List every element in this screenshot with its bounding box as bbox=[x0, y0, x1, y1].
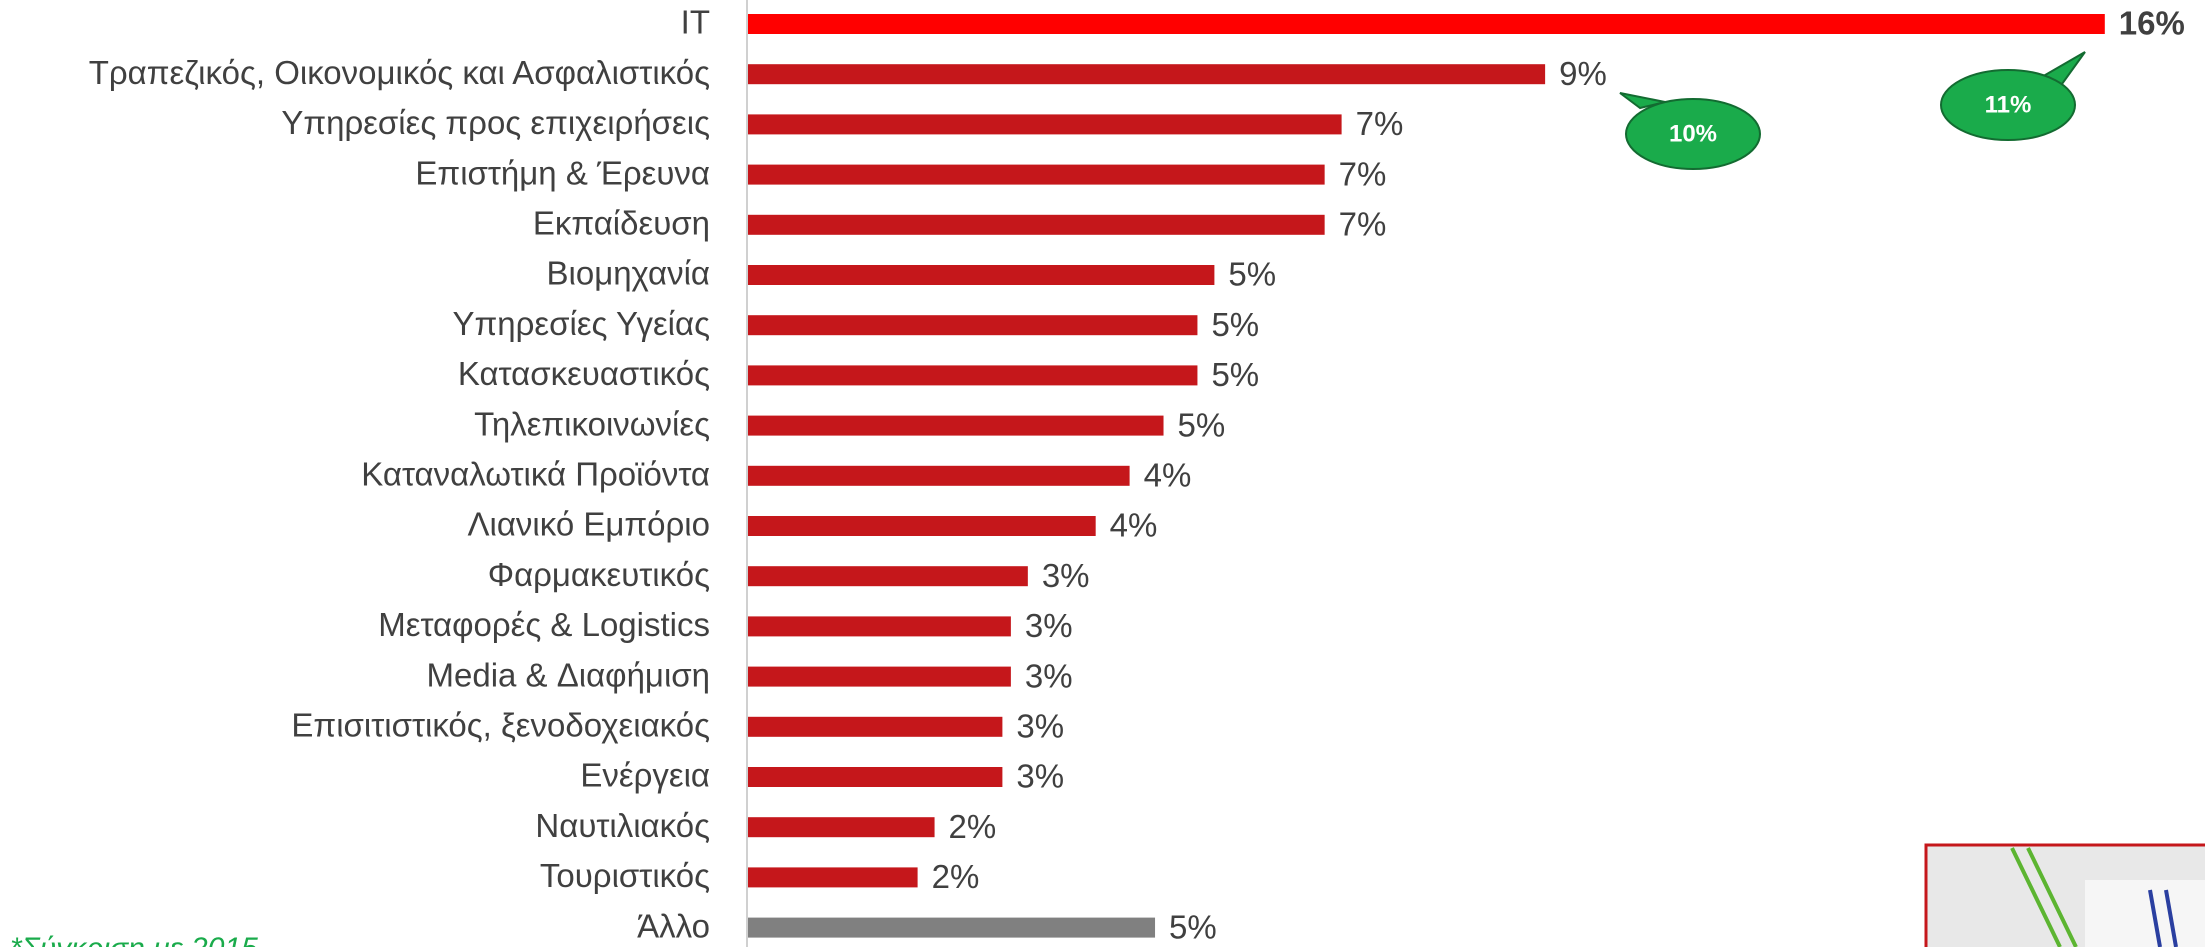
bar bbox=[748, 867, 918, 888]
category-label: Φαρμακευτικός bbox=[488, 556, 710, 593]
value-label: 2% bbox=[932, 858, 980, 895]
category-label: Καταναλωτικά Προϊόντα bbox=[361, 456, 710, 493]
footnote: *Σύγκριση με 2015 bbox=[10, 932, 258, 947]
image-block bbox=[2085, 880, 2205, 947]
bar bbox=[748, 666, 1011, 687]
bar bbox=[748, 817, 935, 838]
ladder bbox=[2010, 847, 2078, 947]
value-label: 3% bbox=[1016, 708, 1064, 745]
category-label: IT bbox=[681, 4, 710, 41]
ladder bbox=[2148, 889, 2178, 947]
category-label: Κατασκευαστικός bbox=[458, 355, 710, 392]
bar bbox=[748, 64, 1546, 85]
bar bbox=[748, 214, 1325, 235]
annotation: 11% bbox=[1985, 91, 2032, 118]
category-label: Υπηρεσίες Υγείας bbox=[453, 305, 710, 342]
value-label: 3% bbox=[1025, 657, 1073, 694]
bar bbox=[748, 616, 1011, 637]
value-label: 16% bbox=[2119, 5, 2185, 42]
value-label: 7% bbox=[1356, 105, 1404, 142]
category-label: Τραπεζικός, Οικονομικός και Ασφαλιστικός bbox=[89, 54, 710, 91]
value-label: 5% bbox=[1228, 256, 1276, 293]
callout-11: 11% bbox=[1940, 51, 2086, 141]
value-label: 3% bbox=[1025, 607, 1073, 644]
category-label: Επιστήμη & Έρευνα bbox=[415, 154, 710, 191]
category-label: Μεταφορές & Logistics bbox=[378, 606, 710, 643]
callout-bubble bbox=[1625, 98, 1761, 170]
category-label: Ναυτιλιακός bbox=[535, 807, 710, 844]
bar bbox=[748, 566, 1028, 587]
value-label: 3% bbox=[1042, 557, 1090, 594]
bar bbox=[748, 716, 1003, 737]
bar bbox=[748, 767, 1003, 787]
category-label: Υπηρεσίες προς επιχειρήσεις bbox=[281, 104, 710, 141]
callout-bubble bbox=[1940, 69, 2076, 141]
bar bbox=[748, 365, 1198, 386]
bar bbox=[748, 315, 1198, 336]
value-label: 3% bbox=[1016, 758, 1064, 795]
value-label: 9% bbox=[1559, 55, 1607, 92]
value-label: 4% bbox=[1144, 457, 1192, 494]
bar bbox=[748, 465, 1130, 486]
category-label: Βιομηχανία bbox=[547, 255, 711, 292]
bar bbox=[748, 164, 1325, 185]
category-label: Τηλεπικοινωνίες bbox=[474, 405, 710, 442]
bar bbox=[748, 114, 1342, 135]
category-label: Εκπαίδευση bbox=[533, 205, 710, 242]
value-label: 7% bbox=[1339, 155, 1387, 192]
decor-image bbox=[1924, 843, 2205, 947]
callout-10: 10% bbox=[1619, 92, 1761, 170]
bar bbox=[748, 265, 1215, 285]
category-label: Λιανικό Εμπόριο bbox=[467, 506, 710, 543]
value-label: 5% bbox=[1211, 306, 1259, 343]
category-label: Τουριστικός bbox=[540, 857, 710, 894]
value-label: 2% bbox=[949, 808, 997, 845]
annotation: 10% bbox=[1669, 120, 1717, 147]
category-label: Ενέργεια bbox=[580, 757, 710, 794]
value-label: 5% bbox=[1169, 908, 1217, 945]
bar bbox=[748, 516, 1096, 536]
category-label: Άλλο bbox=[637, 907, 710, 944]
category-label: Media & Διαφήμιση bbox=[427, 656, 711, 693]
bar bbox=[748, 14, 2105, 34]
value-label: 5% bbox=[1211, 356, 1259, 393]
value-label: 5% bbox=[1178, 406, 1226, 443]
bar bbox=[748, 917, 1156, 938]
category-label: Επισιτιστικός, ξενοδοχειακός bbox=[291, 707, 710, 744]
value-label: 7% bbox=[1339, 206, 1387, 243]
value-label: 4% bbox=[1110, 507, 1158, 544]
bar bbox=[748, 415, 1164, 436]
